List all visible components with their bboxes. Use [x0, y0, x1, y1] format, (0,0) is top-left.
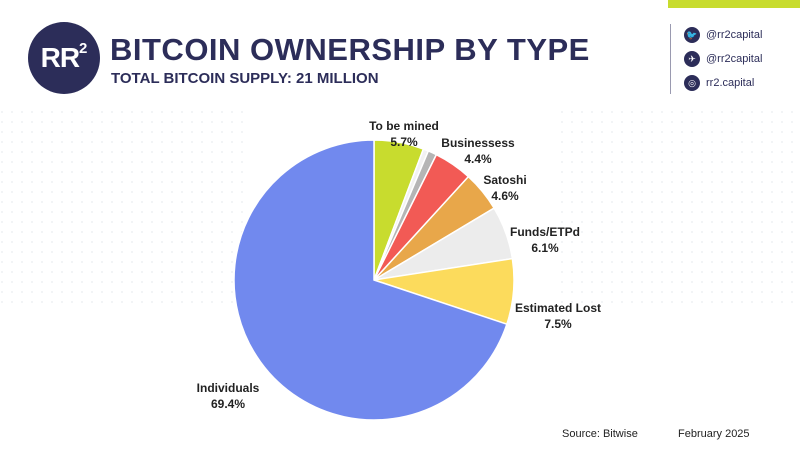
brand-logo: RR 2 — [28, 22, 100, 94]
telegram-icon: ✈ — [684, 51, 700, 67]
website-link[interactable]: rr2.capital — [706, 77, 755, 89]
slice-value: 4.4% — [464, 152, 492, 166]
slice-value: 7.5% — [544, 317, 572, 331]
social-links: 🐦 @rr2capital ✈ @rr2capital ◎ rr2.capita… — [684, 24, 762, 96]
telegram-handle[interactable]: @rr2capital — [706, 53, 763, 65]
slice-value: 6.1% — [531, 241, 559, 255]
date-note: February 2025 — [678, 428, 750, 440]
social-website[interactable]: ◎ rr2.capital — [684, 72, 762, 94]
twitter-handle[interactable]: @rr2capital — [706, 29, 763, 41]
slice-value: 69.4% — [210, 397, 246, 411]
slice-name: Satoshi — [483, 173, 527, 187]
pie-slice-individuals — [233, 139, 508, 421]
slice-name: Individuals — [196, 381, 260, 395]
logo-text: RR — [40, 42, 80, 73]
slice-name: Funds/ETPd — [510, 225, 580, 239]
slice-label-individuals: Individuals 69.4% — [197, 380, 260, 412]
source-note: Source: Bitwise — [562, 428, 638, 440]
header-divider — [670, 24, 671, 94]
slice-label-businessess: Businessess 4.4% — [441, 135, 514, 167]
slice-name: To be mined — [369, 119, 439, 133]
globe-icon: ◎ — [684, 75, 700, 91]
slice-label-satoshi: Satoshi 4.6% — [483, 172, 526, 204]
slice-label-estimated-lost: Estimated Lost 7.5% — [515, 300, 601, 332]
slice-name: Estimated Lost — [514, 301, 602, 315]
slice-label-to-be-mined: To be mined 5.7% — [369, 118, 439, 150]
slice-value: 4.6% — [491, 189, 519, 203]
twitter-icon: 🐦 — [684, 27, 700, 43]
page-title: BITCOIN OWNERSHIP BY TYPE — [110, 32, 590, 67]
slice-name: Businessess — [441, 136, 515, 150]
slice-label-funds-etpd: Funds/ETPd 6.1% — [510, 224, 580, 256]
social-telegram[interactable]: ✈ @rr2capital — [684, 48, 762, 70]
logo-superscript: 2 — [79, 39, 88, 57]
social-twitter[interactable]: 🐦 @rr2capital — [684, 24, 762, 46]
slice-value: 5.7% — [390, 135, 418, 149]
page-subtitle: TOTAL BITCOIN SUPPLY: 21 MILLION — [111, 70, 379, 87]
accent-bar — [668, 0, 800, 8]
